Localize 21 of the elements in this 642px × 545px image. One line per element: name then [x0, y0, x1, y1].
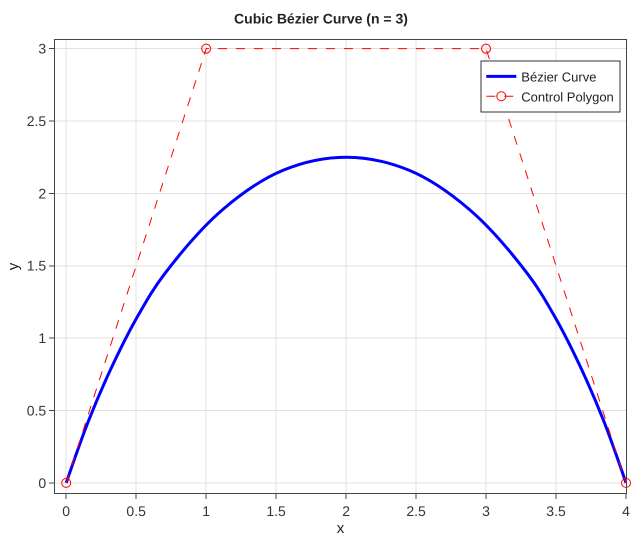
- x-tick-label: 0.5: [126, 502, 146, 519]
- y-tick-label: 1: [38, 330, 46, 346]
- x-tick-label: 2: [342, 502, 350, 519]
- y-tick-label: 0.5: [26, 402, 46, 418]
- legend-label: Bézier Curve: [521, 69, 596, 84]
- x-tick-label: 3: [482, 502, 490, 519]
- x-tick-label: 3.5: [546, 502, 566, 519]
- y-tick-label: 3: [38, 40, 46, 57]
- y-tick-label: 0: [38, 474, 46, 491]
- x-tick-label: 1.5: [266, 502, 286, 519]
- legend-label: Control Polygon: [521, 89, 614, 104]
- y-tick-label: 2: [38, 185, 46, 202]
- x-tick-label: 1: [202, 502, 210, 519]
- x-tick-label: 4: [622, 502, 630, 519]
- y-axis-title: y: [4, 262, 22, 270]
- chart-title: Cubic Bézier Curve (n = 3): [234, 10, 408, 26]
- y-tick-label: 2.5: [26, 112, 46, 129]
- y-tick-label: 1.5: [26, 258, 46, 274]
- x-tick-label: 2.5: [406, 502, 426, 519]
- x-tick-label: 0: [62, 502, 70, 519]
- x-axis-title: x: [336, 520, 345, 537]
